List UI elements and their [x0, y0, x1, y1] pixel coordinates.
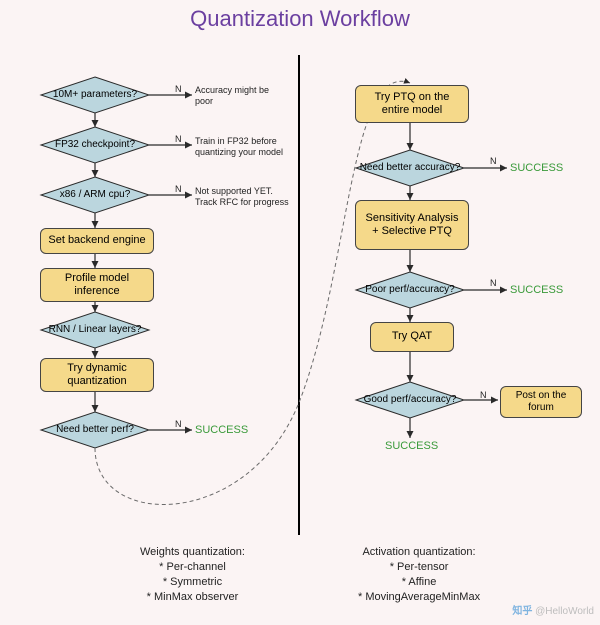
decision-good-perf: Good perf/accuracy?	[356, 391, 464, 409]
process-try-qat: Try QAT	[370, 322, 454, 352]
edge-n-3: N	[175, 184, 182, 194]
page-title: Quantization Workflow	[0, 6, 600, 32]
decision-x86-arm: x86 / ARM cpu?	[41, 186, 149, 204]
decision-rnn-linear: RNN / Linear layers?	[41, 321, 149, 339]
decision-poor-perf: Poor perf/accuracy?	[356, 281, 464, 299]
process-sensitivity: Sensitivity Analysis + Selective PTQ	[355, 200, 469, 250]
process-profile-inference: Profile model inference	[40, 268, 154, 302]
watermark-brand: 知乎	[512, 606, 532, 617]
watermark: 知乎 @HelloWorld	[512, 602, 594, 617]
footer-activation: Activation quantization: * Per-tensor * …	[358, 545, 480, 604]
edge-n-5: N	[175, 419, 182, 429]
success-left: SUCCESS	[195, 424, 248, 436]
decision-fp32-checkpoint: FP32 checkpoint?	[41, 136, 149, 154]
edge-rn1: N	[490, 156, 497, 166]
decision-10m-params: 10M+ parameters?	[41, 86, 149, 104]
vertical-divider	[298, 55, 300, 535]
annot-train-fp32: Train in FP32 before quantizing your mod…	[195, 136, 295, 158]
edge-n-1: N	[175, 84, 182, 94]
success-r1: SUCCESS	[510, 162, 563, 174]
edge-rn2: N	[490, 278, 497, 288]
process-set-backend: Set backend engine	[40, 228, 154, 254]
annot-accuracy-poor: Accuracy might be poor	[195, 85, 285, 107]
process-dynamic-quant: Try dynamic quantization	[40, 358, 154, 392]
process-try-ptq: Try PTQ on the entire model	[355, 85, 469, 123]
watermark-handle: @HelloWorld	[535, 606, 594, 617]
edge-n-2: N	[175, 134, 182, 144]
footer-weights: Weights quantization: * Per-channel * Sy…	[140, 545, 245, 604]
success-r3: SUCCESS	[385, 440, 438, 452]
decision-need-accuracy: Need better accuracy?	[356, 159, 464, 177]
edge-rn3: N	[480, 390, 487, 400]
annot-not-supported: Not supported YET. Track RFC for progres…	[195, 186, 295, 208]
process-post-forum: Post on the forum	[500, 386, 582, 418]
decision-need-better-perf: Need better perf?	[41, 421, 149, 439]
success-r2: SUCCESS	[510, 284, 563, 296]
